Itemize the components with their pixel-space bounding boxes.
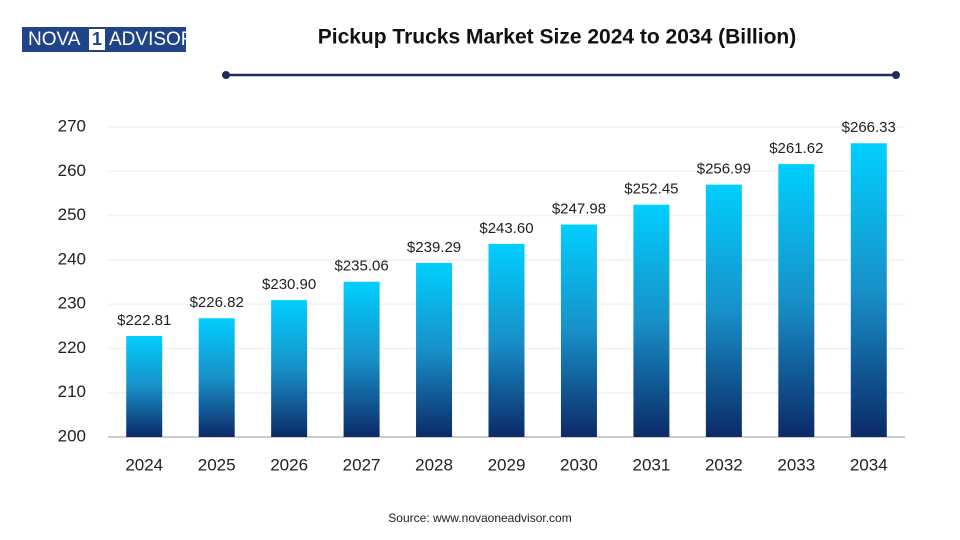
value-label: $226.82 [190,294,244,311]
y-tick-label: 220 [58,338,86,357]
bar [850,143,887,437]
rule-dot [222,71,230,79]
logo-mark [89,29,105,50]
y-tick-label: 200 [58,426,86,445]
value-label: $261.62 [769,140,823,157]
rule-dot [892,71,900,79]
x-tick-label: 2030 [560,455,598,474]
x-tick-label: 2026 [270,455,308,474]
x-tick-label: 2032 [705,455,743,474]
x-tick-label: 2034 [850,455,888,474]
chart-title: Pickup Trucks Market Size 2024 to 2034 (… [318,26,797,49]
logo-text: 1 [92,29,102,49]
x-tick-label: 2027 [343,455,381,474]
bar [488,243,525,437]
bar [343,281,380,437]
value-label: $256.99 [697,161,751,178]
value-label: $230.90 [262,276,316,293]
bar [271,300,308,437]
bar [778,164,815,437]
bar [705,184,742,437]
value-label: $247.98 [552,200,606,217]
logo-text: ADVISOR [109,29,195,50]
y-tick-label: 230 [58,294,86,313]
bar [560,224,597,437]
logo-text: NOVA [28,29,81,50]
x-tick-label: 2029 [488,455,526,474]
x-tick-label: 2028 [415,455,453,474]
y-tick-label: 260 [58,161,86,180]
bar [198,318,235,437]
bar [126,335,163,437]
value-label: $266.33 [842,119,896,136]
value-label: $222.81 [117,312,171,329]
value-label: $239.29 [407,239,461,256]
bar [633,204,670,437]
y-tick-label: 240 [58,249,86,268]
bar [416,263,453,437]
value-label: $243.60 [479,220,533,237]
value-label: $235.06 [334,258,388,275]
x-tick-label: 2033 [777,455,815,474]
x-tick-label: 2031 [632,455,670,474]
source: Source: www.novaoneadvisor.com [388,511,571,525]
x-tick-label: 2024 [125,455,163,474]
value-label: $252.45 [624,181,678,198]
y-tick-label: 250 [58,205,86,224]
x-tick-label: 2025 [198,455,236,474]
y-tick-label: 210 [58,382,86,401]
y-tick-label: 270 [58,116,86,135]
